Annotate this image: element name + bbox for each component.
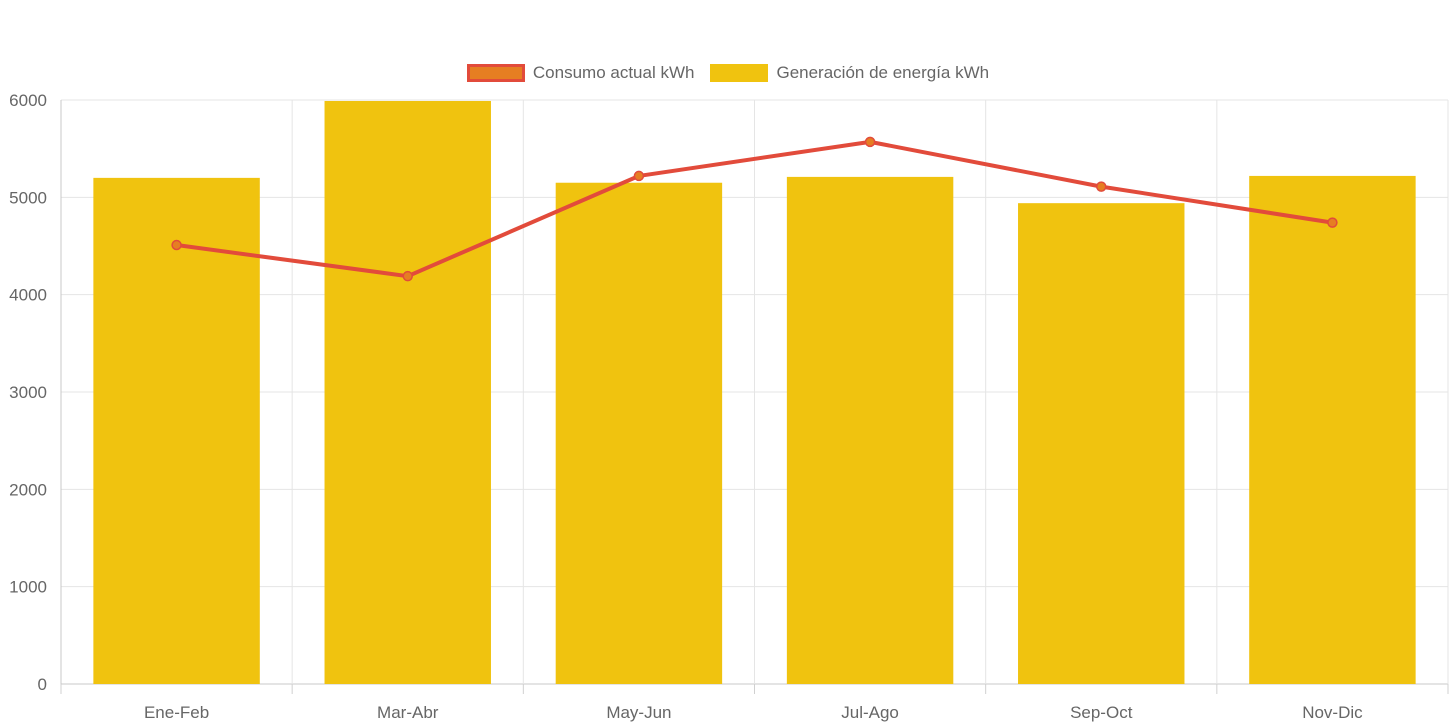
y-tick-label: 2000: [9, 480, 47, 499]
legend-swatch-generacion: [710, 64, 769, 82]
y-tick-label: 1000: [9, 578, 47, 597]
y-tick-label: 3000: [9, 383, 47, 402]
y-tick-label: 5000: [9, 188, 47, 207]
legend-label-generacion: Generación de energía kWh: [776, 63, 990, 82]
y-tick-label: 0: [38, 675, 47, 694]
x-tick-label: Nov-Dic: [1302, 703, 1363, 722]
x-tick-label: Jul-Ago: [841, 703, 899, 722]
bar-generacion: [1018, 203, 1185, 684]
point-consumo: [1096, 181, 1107, 192]
bar-generacion: [1249, 175, 1416, 685]
line-consumo: [176, 139, 1333, 279]
point-consumo: [864, 136, 876, 148]
legend-swatch-consumo: [466, 64, 525, 82]
point-consumo: [171, 239, 182, 251]
grid-lines: [60, 99, 1449, 694]
point-consumo: [633, 170, 645, 182]
x-tick-label: Ene-Feb: [144, 703, 209, 722]
chart-legend: Consumo actual kWh Generación de energía…: [0, 63, 1456, 83]
point-consumo: [1327, 217, 1338, 228]
bar-generacion: [786, 176, 954, 685]
legend-item-generacion[interactable]: Generación de energía kWh: [710, 63, 989, 83]
bar-generacion: [555, 182, 723, 684]
x-tick-label: Mar-Abr: [377, 703, 439, 722]
x-tick-label: Sep-Oct: [1070, 703, 1133, 722]
tick-labels: 0 1000 2000 3000 4000 5000 6000 Ene-Feb Mar-Abr M…: [9, 91, 1363, 722]
bar-series: [93, 100, 1416, 685]
x-tick-label: May-Jun: [606, 703, 671, 722]
bar-generacion: [324, 100, 491, 685]
bar-generacion: [93, 177, 260, 684]
y-tick-label: 6000: [9, 91, 47, 110]
y-tick-label: 4000: [9, 286, 47, 305]
legend-item-consumo[interactable]: Consumo actual kWh: [466, 63, 695, 83]
legend-label-consumo: Consumo actual kWh: [532, 63, 695, 82]
line-series: [171, 136, 1338, 282]
point-consumo: [402, 270, 413, 282]
